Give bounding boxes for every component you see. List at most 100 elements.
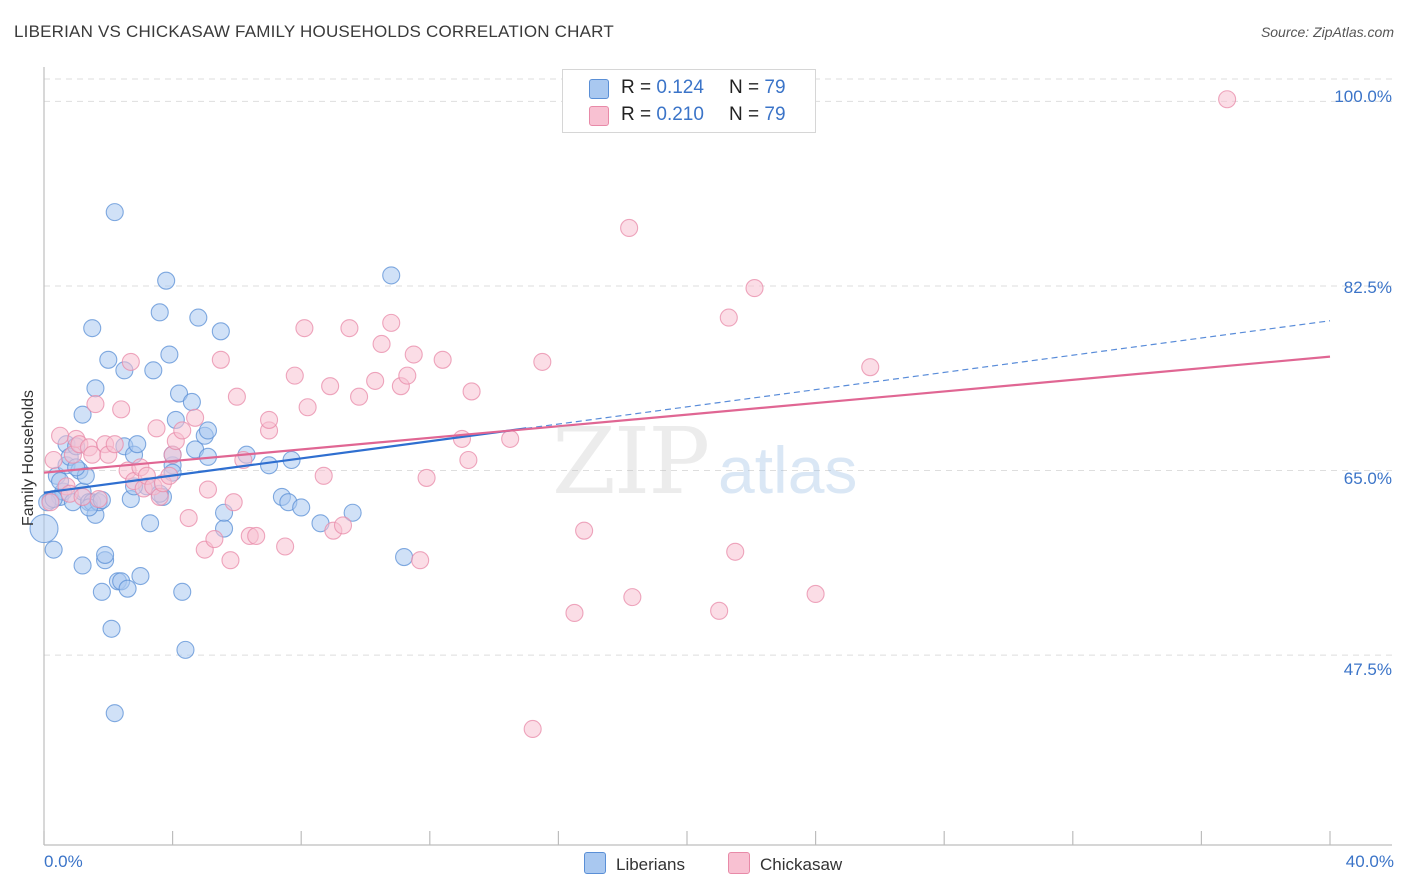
grid-layer bbox=[44, 78, 1392, 656]
data-point-chickasaw bbox=[227, 387, 246, 406]
source-label: Source: ZipAtlas.com bbox=[1260, 24, 1394, 40]
x-tick-label-max: 40.0% bbox=[1345, 852, 1394, 871]
stats-n-value: 79 bbox=[764, 104, 786, 125]
data-point-chickasaw bbox=[105, 435, 124, 454]
data-point-liberians bbox=[92, 582, 111, 601]
data-point-liberians bbox=[83, 319, 102, 338]
data-point-liberians bbox=[169, 384, 189, 403]
data-point-chickasaw bbox=[861, 358, 880, 377]
data-point-liberians bbox=[157, 271, 176, 290]
data-point-chickasaw bbox=[1218, 90, 1237, 109]
data-point-chickasaw bbox=[333, 516, 353, 535]
legend-item-chickasaw[interactable]: Chickasaw bbox=[728, 852, 842, 875]
data-point-chickasaw bbox=[340, 319, 359, 338]
chickasaw-swatch-icon bbox=[589, 106, 609, 126]
data-point-chickasaw bbox=[89, 489, 108, 509]
data-point-liberians bbox=[176, 640, 195, 659]
point-layer bbox=[29, 90, 1237, 739]
y-axis-label: Family Households bbox=[20, 389, 37, 527]
data-point-chickasaw bbox=[382, 313, 401, 332]
trend-layer bbox=[43, 320, 1331, 494]
data-point-chickasaw bbox=[285, 366, 304, 385]
data-point-liberians bbox=[105, 203, 124, 222]
data-point-liberians bbox=[99, 350, 118, 369]
data-point-liberians bbox=[96, 545, 115, 564]
data-point-chickasaw bbox=[533, 352, 552, 371]
y-tick-label-65: 65.0% bbox=[1343, 469, 1392, 488]
data-point-chickasaw bbox=[224, 493, 243, 512]
stats-row-chickasaw: R = 0.210 N = 79 bbox=[563, 102, 815, 128]
data-point-chickasaw bbox=[41, 493, 60, 512]
data-point-liberians bbox=[105, 704, 124, 723]
liberians-legend-icon bbox=[584, 852, 606, 874]
data-point-chickasaw bbox=[51, 426, 70, 445]
data-point-chickasaw bbox=[565, 603, 584, 622]
data-point-liberians bbox=[160, 345, 179, 364]
data-point-chickasaw bbox=[44, 450, 63, 470]
data-point-chickasaw bbox=[276, 537, 295, 556]
legend-label-chickasaw: Chickasaw bbox=[760, 855, 843, 874]
data-point-chickasaw bbox=[259, 410, 279, 429]
stats-r-value: 0.210 bbox=[656, 104, 704, 125]
data-point-liberians bbox=[44, 540, 63, 559]
y-tick-label-82-5: 82.5% bbox=[1343, 278, 1392, 297]
stats-n: N = 79 bbox=[729, 104, 786, 125]
data-point-chickasaw bbox=[86, 395, 105, 414]
data-point-liberians bbox=[128, 435, 147, 454]
data-point-liberians bbox=[141, 514, 160, 533]
data-point-chickasaw bbox=[745, 279, 764, 298]
data-point-chickasaw bbox=[433, 350, 452, 369]
watermark-zip: ZIP bbox=[552, 408, 710, 515]
data-point-liberians bbox=[182, 392, 201, 412]
data-point-chickasaw bbox=[350, 387, 369, 406]
data-point-chickasaw bbox=[247, 526, 266, 545]
data-point-chickasaw bbox=[417, 468, 436, 487]
trendline-liberians-extension bbox=[526, 320, 1331, 429]
stats-n-value: 79 bbox=[764, 77, 786, 98]
data-point-chickasaw bbox=[366, 371, 385, 390]
chickasaw-legend-icon bbox=[728, 852, 750, 874]
x-tick-label-min: 0.0% bbox=[44, 852, 83, 871]
stats-n: N = 79 bbox=[729, 77, 786, 98]
data-point-liberians bbox=[259, 456, 279, 475]
data-point-liberians bbox=[86, 379, 105, 398]
stats-r: R = 0.210 bbox=[621, 104, 704, 125]
data-point-chickasaw bbox=[147, 419, 166, 438]
data-point-liberians bbox=[29, 514, 59, 544]
data-point-liberians bbox=[382, 266, 401, 285]
data-point-chickasaw bbox=[221, 551, 240, 570]
data-point-liberians bbox=[189, 308, 208, 327]
data-point-chickasaw bbox=[295, 319, 314, 338]
data-point-liberians bbox=[144, 361, 163, 380]
trendline-chickasaw bbox=[43, 355, 1331, 474]
data-point-chickasaw bbox=[575, 521, 594, 540]
axis-layer bbox=[43, 67, 1392, 846]
stats-row-liberians: R = 0.124 N = 79 bbox=[563, 75, 815, 101]
data-point-chickasaw bbox=[411, 551, 430, 570]
data-point-chickasaw bbox=[173, 421, 192, 440]
data-point-liberians bbox=[198, 421, 218, 440]
legend-item-liberians[interactable]: Liberians bbox=[584, 852, 685, 875]
data-point-liberians bbox=[292, 498, 311, 517]
data-point-chickasaw bbox=[620, 218, 639, 237]
data-point-chickasaw bbox=[321, 377, 340, 396]
data-point-chickasaw bbox=[205, 530, 224, 549]
data-point-liberians bbox=[173, 582, 192, 601]
data-point-chickasaw bbox=[298, 398, 317, 417]
data-point-chickasaw bbox=[372, 334, 391, 354]
y-tick-label-47-5: 47.5% bbox=[1343, 660, 1392, 679]
data-point-liberians bbox=[102, 619, 121, 638]
data-point-liberians bbox=[73, 556, 92, 575]
data-point-chickasaw bbox=[398, 366, 417, 385]
data-point-chickasaw bbox=[73, 487, 92, 506]
data-point-chickasaw bbox=[452, 429, 472, 448]
data-point-chickasaw bbox=[623, 588, 642, 607]
legend-label-liberians: Liberians bbox=[616, 855, 685, 874]
data-point-chickasaw bbox=[459, 450, 478, 470]
data-point-liberians bbox=[118, 579, 137, 598]
watermark-atlas: atlas bbox=[718, 433, 858, 507]
data-point-liberians bbox=[395, 547, 414, 567]
data-point-chickasaw bbox=[501, 429, 520, 448]
data-point-chickasaw bbox=[211, 350, 230, 369]
